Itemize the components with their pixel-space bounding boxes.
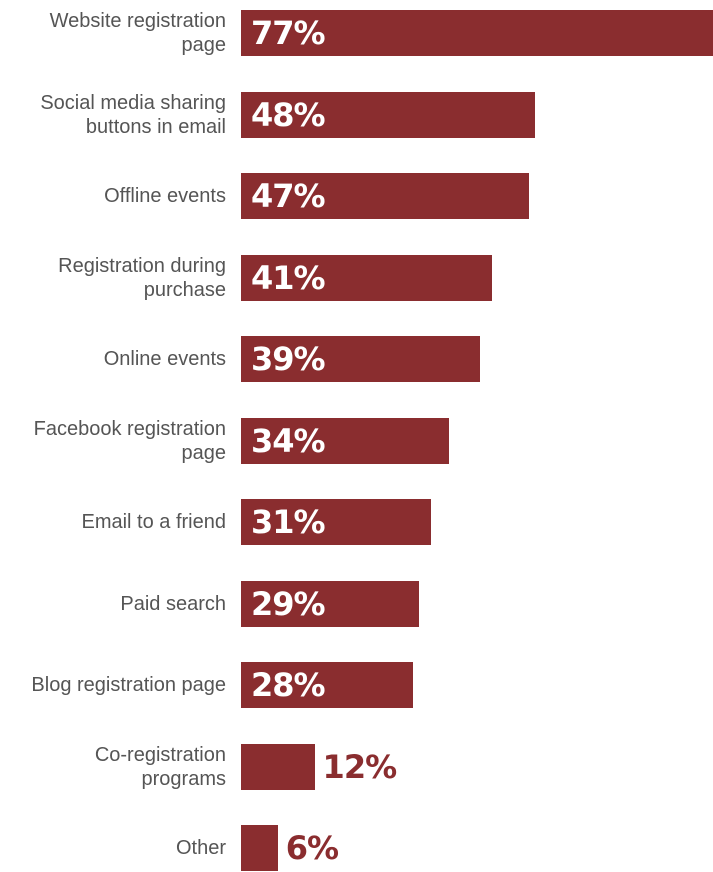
category-label: Blog registration page [0, 662, 226, 708]
value-label: 6% [285, 829, 339, 867]
category-text: Offline events [104, 185, 226, 207]
category-text: Registration during purchase [58, 254, 226, 301]
category-label: Website registration page [0, 10, 226, 56]
category-text: Other [175, 837, 226, 859]
category-label: Other [0, 825, 226, 871]
category-text: Email to a friend [81, 511, 226, 533]
category-text: Website registration page [49, 10, 226, 56]
bar [241, 662, 413, 708]
bar [241, 499, 432, 545]
bar [241, 336, 481, 382]
bar [241, 10, 713, 56]
bar [241, 580, 419, 627]
category-text: Paid search [120, 592, 226, 615]
category-text: Online events [103, 348, 226, 370]
value-label: 28% [251, 666, 326, 704]
category-label: Offline events [0, 173, 226, 219]
value-label: 12% [322, 747, 398, 786]
bar [241, 254, 493, 301]
value-label: 47% [251, 177, 326, 215]
category-text: Social media sharing buttons in email [40, 91, 226, 138]
value-label: 34% [251, 421, 326, 460]
bar [241, 173, 530, 219]
value-label: 29% [251, 584, 326, 623]
category-text: Blog registration page [31, 674, 226, 696]
category-label: Online events [0, 336, 226, 382]
category-label: Social media sharing buttons in email [0, 92, 226, 138]
value-label: 41% [251, 258, 326, 297]
value-label: 31% [251, 503, 326, 541]
bar [241, 825, 278, 871]
bar [241, 417, 450, 464]
value-label: 39% [251, 340, 326, 378]
category-label: Facebook registration page [0, 418, 226, 464]
category-label: Email to a friend [0, 499, 226, 545]
bar [241, 743, 315, 790]
category-text: Co-registration programs [94, 743, 226, 790]
bar [241, 91, 536, 138]
value-label: 77% [251, 14, 326, 52]
category-label: Paid search [0, 581, 226, 627]
value-label: 48% [251, 95, 326, 134]
category-label: Registration during purchase [0, 255, 226, 301]
category-label: Co-registration programs [0, 744, 226, 790]
category-text: Facebook registration page [33, 417, 226, 464]
